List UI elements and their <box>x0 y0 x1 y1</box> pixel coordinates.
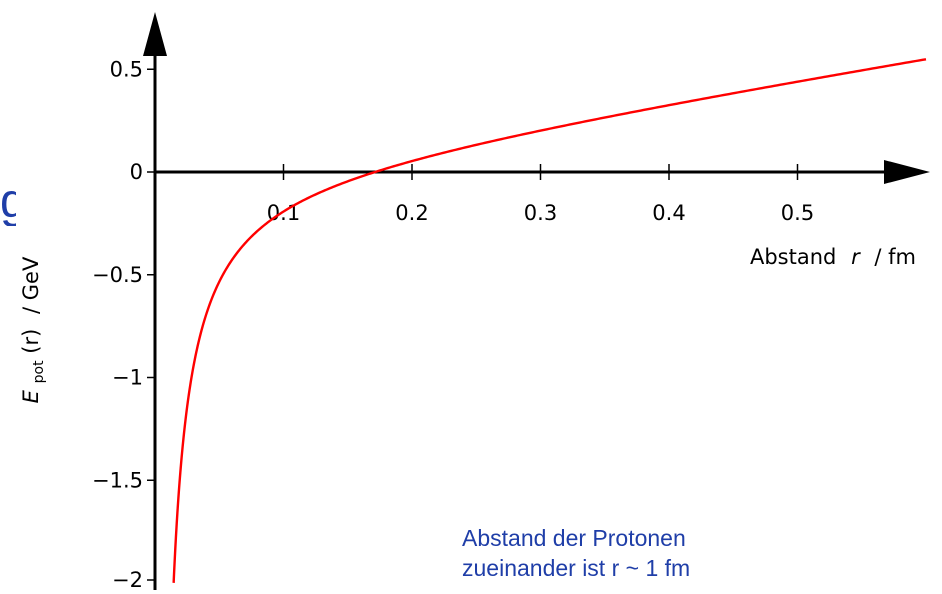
x-tick-label: 0.5 <box>781 201 814 225</box>
y-tick-label: −1 <box>112 366 143 390</box>
x-axis-arrow <box>884 160 930 184</box>
x-tick-label: 0.4 <box>652 201 685 225</box>
y-axis-title-arg: (r) <box>19 329 43 354</box>
x-axis-title-text: Abstand <box>750 245 836 269</box>
y-tick-label: 0.5 <box>110 57 143 81</box>
y-axis-title: E pot (r) / GeV <box>19 256 48 403</box>
x-tick-label: 0.3 <box>524 201 557 225</box>
y-axis-title-sym: E <box>19 389 43 403</box>
y-axis-title-sub: pot <box>31 360 47 383</box>
y-tick-label: −1.5 <box>92 468 143 492</box>
y-axis-arrow <box>143 12 167 56</box>
annotation-line-2: zueinander ist r ~ 1 fm <box>462 555 691 581</box>
potential-curve <box>172 58 927 583</box>
y-axis-title-unit: / GeV <box>19 256 43 314</box>
x-axis-title-unit: / fm <box>874 245 916 269</box>
x-axis-title: Abstand r / fm <box>750 245 916 269</box>
y-tick-label: −0.5 <box>92 263 143 287</box>
x-axis-title-var: r <box>851 245 861 269</box>
cropped-title-fragment: g <box>0 178 16 226</box>
y-tick-label: 0 <box>130 160 143 184</box>
y-tick-label: −2 <box>112 568 143 592</box>
x-tick-label: 0.2 <box>395 201 428 225</box>
annotation-line-1: Abstand der Protonen <box>462 525 686 551</box>
distance-annotation: Abstand der Protonen zueinander ist r ~ … <box>462 523 690 583</box>
